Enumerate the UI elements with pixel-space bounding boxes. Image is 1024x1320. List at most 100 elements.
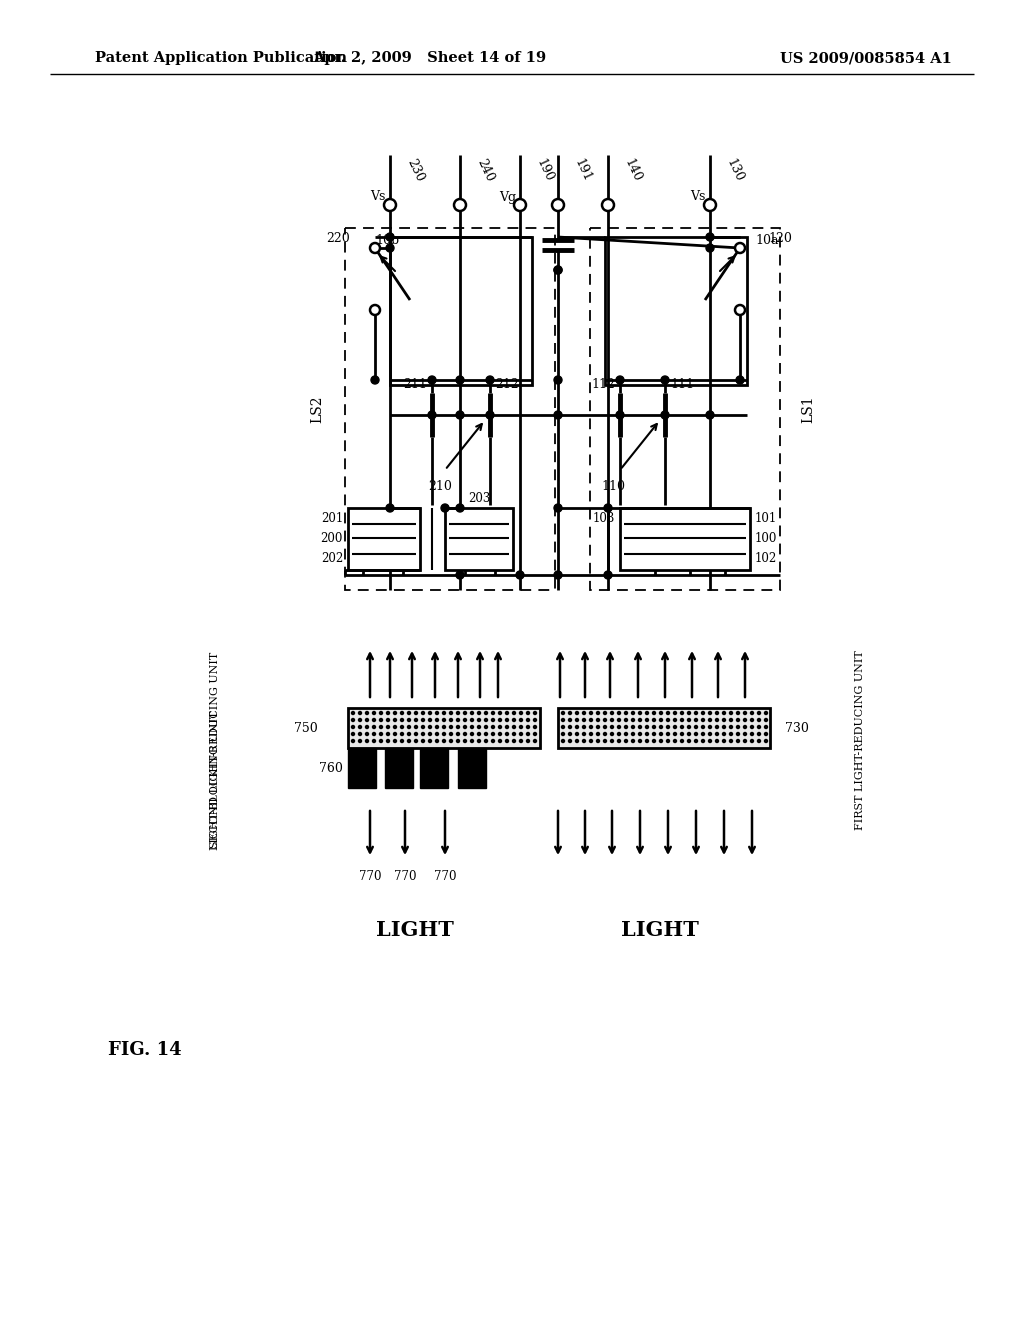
- Circle shape: [415, 726, 418, 729]
- Circle shape: [428, 411, 436, 418]
- Circle shape: [575, 726, 579, 729]
- Circle shape: [667, 726, 670, 729]
- Circle shape: [632, 726, 635, 729]
- Circle shape: [351, 718, 354, 722]
- Circle shape: [492, 739, 495, 742]
- Circle shape: [659, 739, 663, 742]
- Circle shape: [735, 305, 745, 315]
- Circle shape: [428, 739, 431, 742]
- Circle shape: [701, 726, 705, 729]
- Circle shape: [366, 726, 369, 729]
- Circle shape: [610, 726, 613, 729]
- Circle shape: [351, 726, 354, 729]
- Circle shape: [492, 733, 495, 735]
- Circle shape: [736, 726, 739, 729]
- Text: 140: 140: [622, 156, 644, 183]
- Circle shape: [652, 733, 655, 735]
- Circle shape: [408, 733, 411, 735]
- Text: 111: 111: [670, 379, 694, 392]
- Circle shape: [561, 739, 564, 742]
- Circle shape: [645, 718, 648, 722]
- Circle shape: [561, 733, 564, 735]
- Text: Patent Application Publication: Patent Application Publication: [95, 51, 347, 65]
- Text: Vs: Vs: [371, 190, 386, 203]
- Text: 770: 770: [394, 870, 416, 883]
- Circle shape: [366, 733, 369, 735]
- Circle shape: [470, 739, 473, 742]
- Circle shape: [370, 243, 380, 253]
- Circle shape: [435, 733, 438, 735]
- Circle shape: [366, 718, 369, 722]
- Text: 130: 130: [724, 156, 745, 183]
- Circle shape: [499, 726, 502, 729]
- Circle shape: [554, 411, 562, 418]
- Text: 100: 100: [755, 532, 777, 544]
- Circle shape: [590, 733, 593, 735]
- Circle shape: [380, 718, 383, 722]
- Circle shape: [667, 718, 670, 722]
- Circle shape: [617, 718, 621, 722]
- Circle shape: [625, 718, 628, 722]
- Circle shape: [514, 199, 526, 211]
- Circle shape: [358, 726, 361, 729]
- Circle shape: [706, 244, 714, 252]
- Circle shape: [400, 711, 403, 714]
- Circle shape: [484, 739, 487, 742]
- Circle shape: [706, 234, 714, 242]
- Text: FIG. 14: FIG. 14: [108, 1041, 181, 1059]
- Circle shape: [435, 711, 438, 714]
- Circle shape: [400, 718, 403, 722]
- Circle shape: [687, 711, 690, 714]
- Circle shape: [506, 739, 509, 742]
- Circle shape: [371, 376, 379, 384]
- Circle shape: [428, 726, 431, 729]
- Bar: [420, 748, 449, 788]
- Circle shape: [743, 711, 746, 714]
- Circle shape: [597, 733, 599, 735]
- Circle shape: [706, 411, 714, 418]
- Circle shape: [386, 244, 394, 252]
- Circle shape: [408, 739, 411, 742]
- Circle shape: [701, 718, 705, 722]
- Circle shape: [534, 726, 537, 729]
- Circle shape: [358, 718, 361, 722]
- Text: LS1: LS1: [801, 395, 815, 422]
- Circle shape: [652, 726, 655, 729]
- Circle shape: [358, 733, 361, 735]
- Circle shape: [506, 733, 509, 735]
- Circle shape: [512, 733, 515, 735]
- Circle shape: [486, 411, 494, 418]
- Text: 102: 102: [755, 552, 777, 565]
- Circle shape: [597, 718, 599, 722]
- Circle shape: [415, 718, 418, 722]
- Circle shape: [603, 739, 606, 742]
- Circle shape: [456, 572, 464, 579]
- Circle shape: [422, 726, 425, 729]
- Circle shape: [639, 733, 641, 735]
- Bar: [345, 228, 555, 590]
- Circle shape: [583, 726, 586, 729]
- Circle shape: [729, 718, 732, 722]
- Circle shape: [526, 711, 529, 714]
- Circle shape: [457, 739, 460, 742]
- Text: 750: 750: [294, 722, 318, 734]
- Circle shape: [674, 718, 677, 722]
- Text: 190: 190: [534, 157, 556, 183]
- Circle shape: [617, 733, 621, 735]
- Circle shape: [512, 718, 515, 722]
- Circle shape: [484, 733, 487, 735]
- Text: 103: 103: [593, 511, 615, 524]
- Circle shape: [632, 711, 635, 714]
- Circle shape: [610, 739, 613, 742]
- Circle shape: [408, 711, 411, 714]
- Circle shape: [454, 199, 466, 211]
- Circle shape: [639, 739, 641, 742]
- Circle shape: [470, 718, 473, 722]
- Circle shape: [716, 711, 719, 714]
- Circle shape: [534, 739, 537, 742]
- Circle shape: [662, 376, 669, 384]
- Circle shape: [435, 726, 438, 729]
- Circle shape: [610, 733, 613, 735]
- Circle shape: [393, 739, 396, 742]
- Circle shape: [393, 726, 396, 729]
